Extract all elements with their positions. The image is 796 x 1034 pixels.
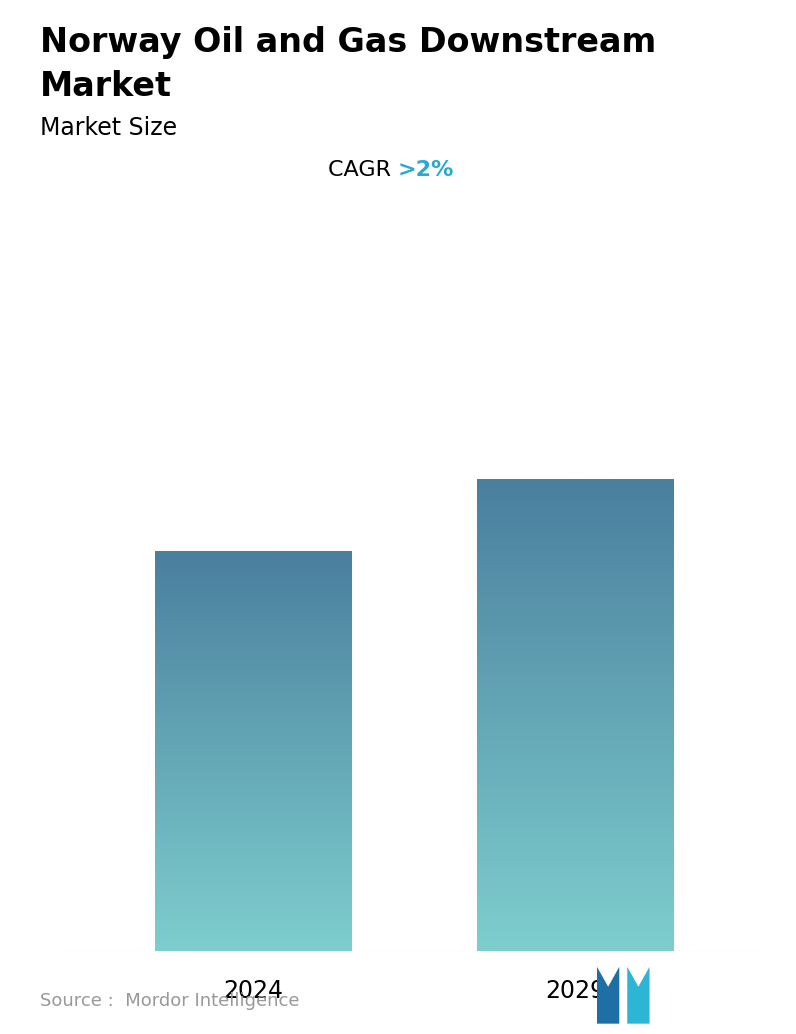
Text: Source :  Mordor Intelligence: Source : Mordor Intelligence — [40, 992, 299, 1010]
Polygon shape — [627, 967, 650, 1024]
Text: >2%: >2% — [398, 160, 455, 180]
Text: Market Size: Market Size — [40, 116, 177, 140]
Text: Market: Market — [40, 70, 172, 103]
Text: Norway Oil and Gas Downstream: Norway Oil and Gas Downstream — [40, 26, 656, 59]
Text: 2029: 2029 — [545, 979, 605, 1003]
Text: CAGR: CAGR — [328, 160, 398, 180]
Text: 2024: 2024 — [223, 979, 283, 1003]
Polygon shape — [597, 967, 619, 1024]
